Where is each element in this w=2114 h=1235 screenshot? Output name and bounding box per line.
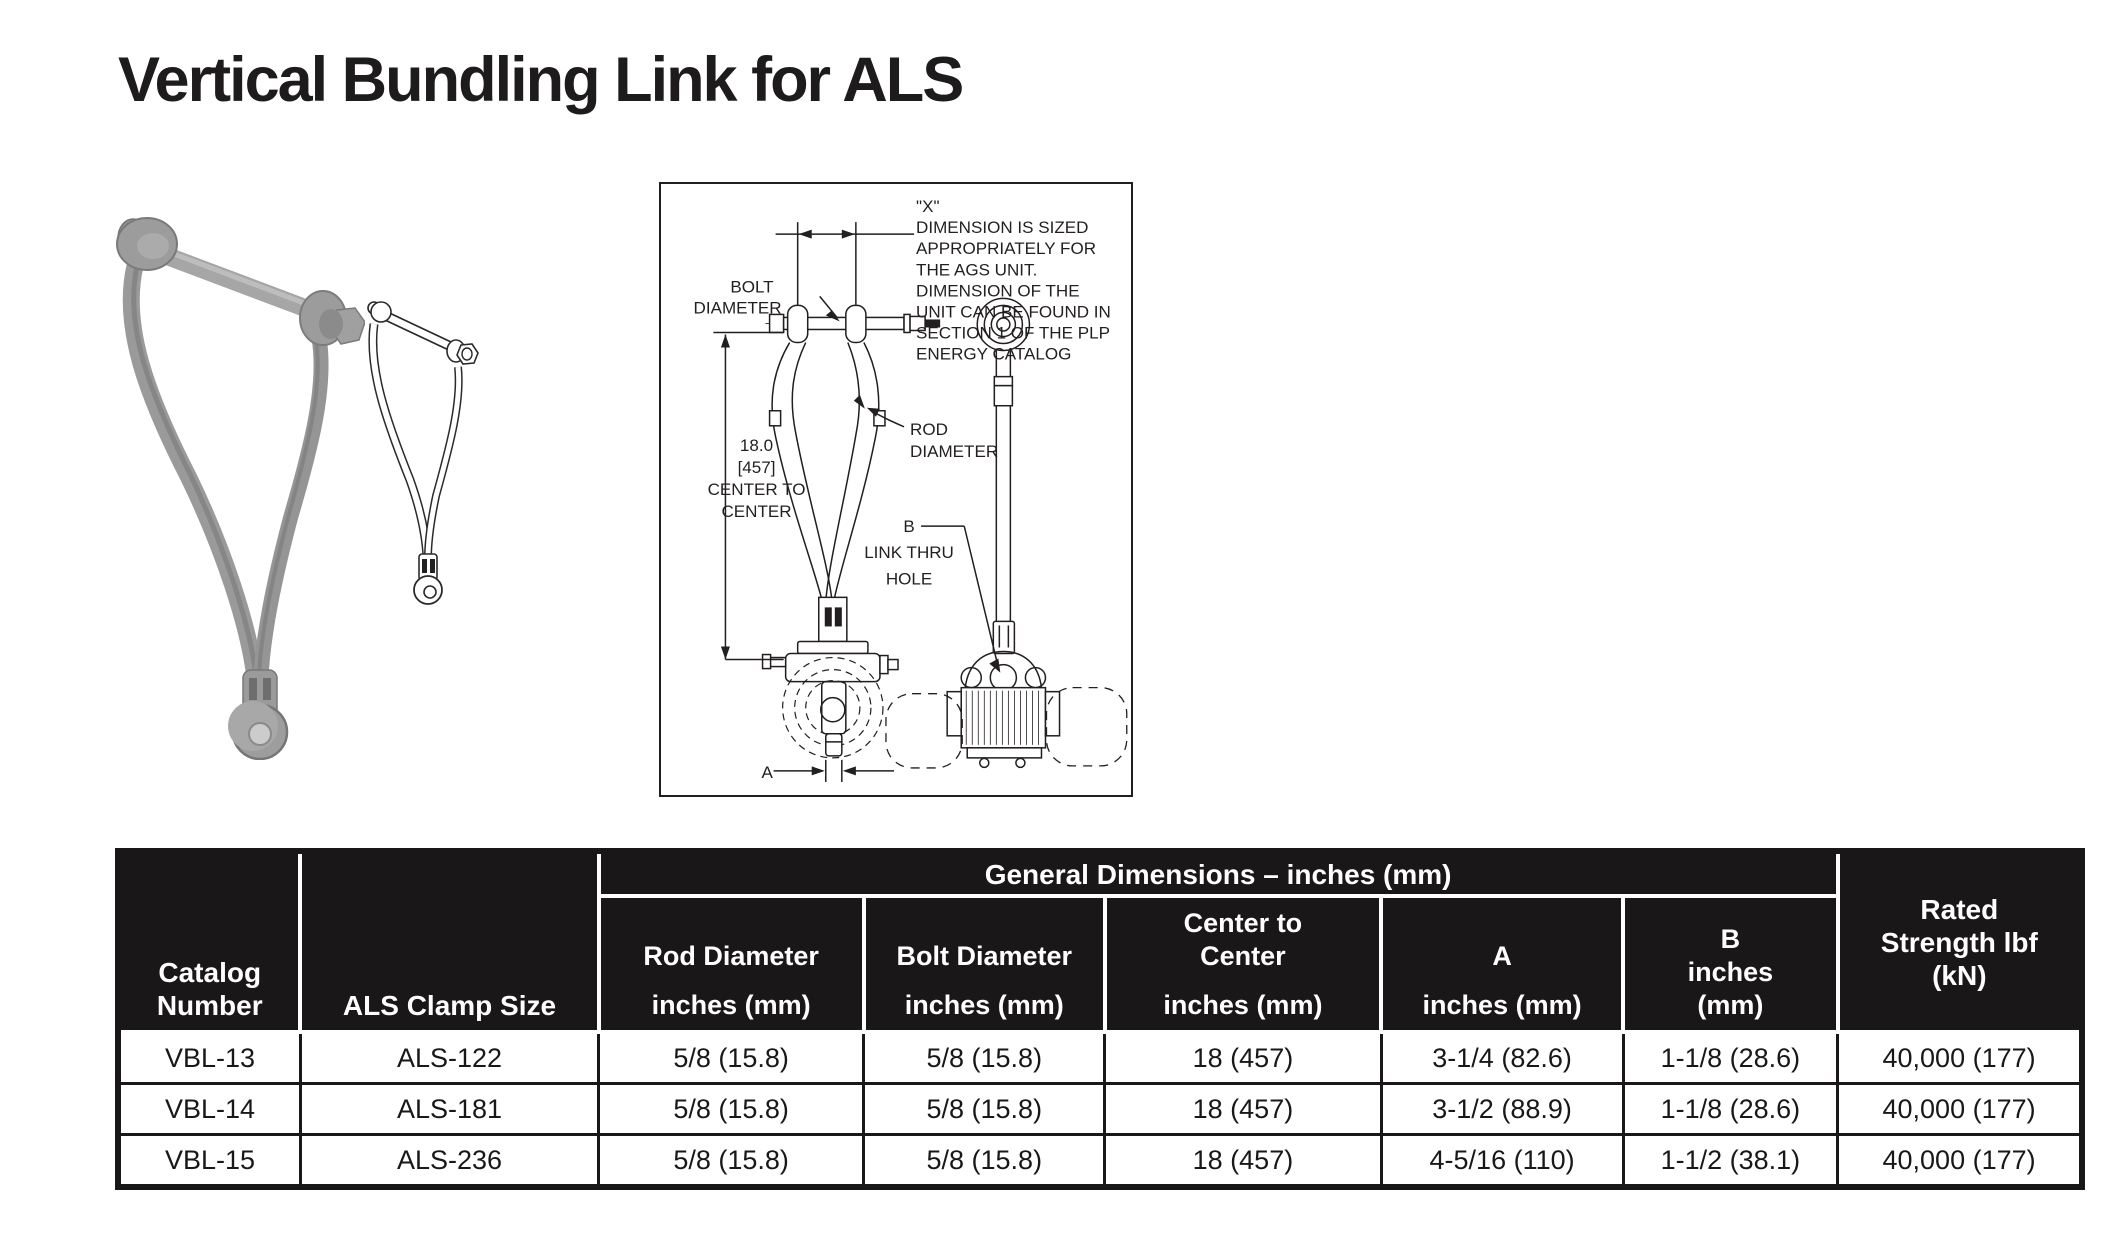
x-note-line: APPROPRIATELY FOR [916, 239, 1096, 258]
page-title: Vertical Bundling Link for ALS [118, 45, 964, 115]
cell-rated-strength: 40,000 (177) [1836, 1082, 2084, 1136]
b-link-label: HOLE [886, 569, 932, 588]
col-header-line: inches [1687, 957, 1774, 987]
col-header-line: (mm) [1697, 990, 1764, 1020]
rod-diameter-label: ROD [910, 420, 948, 439]
x-note-line: THE AGS UNIT. [916, 260, 1037, 279]
col-header-line: Bolt Diameter [896, 941, 1073, 971]
center-dim-label: CENTER TO [708, 480, 806, 499]
table-row: VBL-15 ALS-236 5/8 (15.8) 5/8 (15.8) 18 … [116, 1133, 2084, 1189]
cell-rod-diameter: 5/8 (15.8) [597, 1133, 866, 1189]
technical-diagram: "X" DIMENSION IS SIZED APPROPRIATELY FOR… [659, 182, 1133, 797]
cell-center-to-center: 18 (457) [1103, 1133, 1383, 1189]
x-note-line: SECTION 1 OF THE PLP [916, 324, 1110, 343]
col-header-center-to-center: Center to Center inches (mm) [1102, 894, 1384, 1034]
bolt-diameter-label: BOLT [730, 277, 774, 296]
cell-bolt-diameter: 5/8 (15.8) [862, 1030, 1107, 1085]
product-photo-outline [367, 301, 479, 605]
cell-b: 1-1/8 (28.6) [1621, 1030, 1840, 1085]
cell-catalog-number: VBL-14 [116, 1082, 302, 1136]
cell-catalog-number: VBL-13 [116, 1030, 302, 1085]
col-header-a: A inches (mm) [1378, 894, 1626, 1034]
col-header-catalog-number: Catalog Number [115, 849, 303, 1034]
cell-center-to-center: 18 (457) [1103, 1082, 1383, 1136]
col-header-line: B [1720, 924, 1741, 954]
col-header-rated-strength: Rated Strength lbf (kN) [1835, 849, 2085, 1034]
shaded-link-art [116, 217, 365, 760]
cell-bolt-diameter: 5/8 (15.8) [862, 1082, 1107, 1136]
cell-rated-strength: 40,000 (177) [1836, 1030, 2084, 1085]
center-dim-label: 18.0 [740, 436, 773, 455]
cell-bolt-diameter: 5/8 (15.8) [862, 1133, 1107, 1189]
outline-link-art [367, 301, 479, 605]
cell-a: 3-1/4 (82.6) [1379, 1030, 1625, 1085]
col-header-als-clamp-size: ALS Clamp Size [298, 849, 601, 1034]
spec-table: Catalog Number ALS Clamp Size General Di… [115, 848, 2085, 1190]
center-dim-label: [457] [738, 458, 776, 477]
col-header-line: Rod Diameter [643, 941, 819, 971]
col-header-line: A [1492, 941, 1512, 971]
general-dimensions-header: General Dimensions – inches (mm) [596, 849, 1840, 898]
b-link-label: LINK THRU [864, 543, 954, 562]
col-header-bolt-diameter: Bolt Diameter inches (mm) [861, 894, 1107, 1034]
col-header-b: B inches (mm) [1621, 894, 1840, 1034]
side-view-drawing [885, 297, 1128, 769]
cell-rated-strength: 40,000 (177) [1836, 1133, 2084, 1189]
cell-b: 1-1/8 (28.6) [1621, 1082, 1840, 1136]
col-header-line: inches (mm) [1163, 990, 1323, 1020]
cell-a: 4-5/16 (110) [1379, 1133, 1625, 1189]
col-header-line: ALS Clamp Size [342, 990, 557, 1021]
product-photo-shaded [116, 217, 365, 760]
cell-clamp-size: ALS-122 [298, 1030, 601, 1085]
x-note-line: UNIT CAN BE FOUND IN [916, 302, 1111, 321]
bolt-diameter-label: DIAMETER [694, 298, 782, 317]
front-view-drawing [713, 222, 941, 782]
table-row: VBL-14 ALS-181 5/8 (15.8) 5/8 (15.8) 18 … [116, 1082, 2084, 1136]
col-header-line: Center [1200, 941, 1286, 971]
cell-b: 1-1/2 (38.1) [1621, 1133, 1840, 1189]
col-header-line: inches (mm) [1422, 990, 1582, 1020]
cell-clamp-size: ALS-236 [298, 1133, 601, 1189]
col-header-line: Center to [1183, 908, 1303, 938]
x-note-line: DIMENSION OF THE [916, 281, 1080, 300]
col-header-line: Rated [1920, 893, 1999, 925]
a-dim-label: A [762, 763, 774, 782]
cell-a: 3-1/2 (88.9) [1379, 1082, 1625, 1136]
x-note-line: ENERGY CATALOG [916, 345, 1071, 364]
col-header-line: (kN) [1932, 959, 1987, 991]
cell-rod-diameter: 5/8 (15.8) [597, 1082, 866, 1136]
col-header-line: Number [156, 990, 263, 1021]
col-header-line: Strength lbf [1880, 926, 2038, 958]
col-header-rod-diameter: Rod Diameter inches (mm) [596, 894, 866, 1034]
col-header-line: inches (mm) [904, 990, 1064, 1020]
cell-rod-diameter: 5/8 (15.8) [597, 1030, 866, 1085]
cell-catalog-number: VBL-15 [116, 1133, 302, 1189]
rod-diameter-label: DIAMETER [910, 442, 998, 461]
x-note-line: "X" [916, 197, 939, 216]
diagram-labels: "X" DIMENSION IS SIZED APPROPRIATELY FOR… [694, 197, 1111, 782]
cell-center-to-center: 18 (457) [1103, 1030, 1383, 1085]
col-header-line: inches (mm) [651, 990, 811, 1020]
center-dim-label: CENTER [721, 502, 791, 521]
b-link-label: B [903, 517, 914, 536]
x-note-line: DIMENSION IS SIZED [916, 218, 1088, 237]
col-header-line: Catalog [158, 957, 262, 988]
cell-clamp-size: ALS-181 [298, 1082, 601, 1136]
table-row: VBL-13 ALS-122 5/8 (15.8) 5/8 (15.8) 18 … [116, 1030, 2084, 1085]
